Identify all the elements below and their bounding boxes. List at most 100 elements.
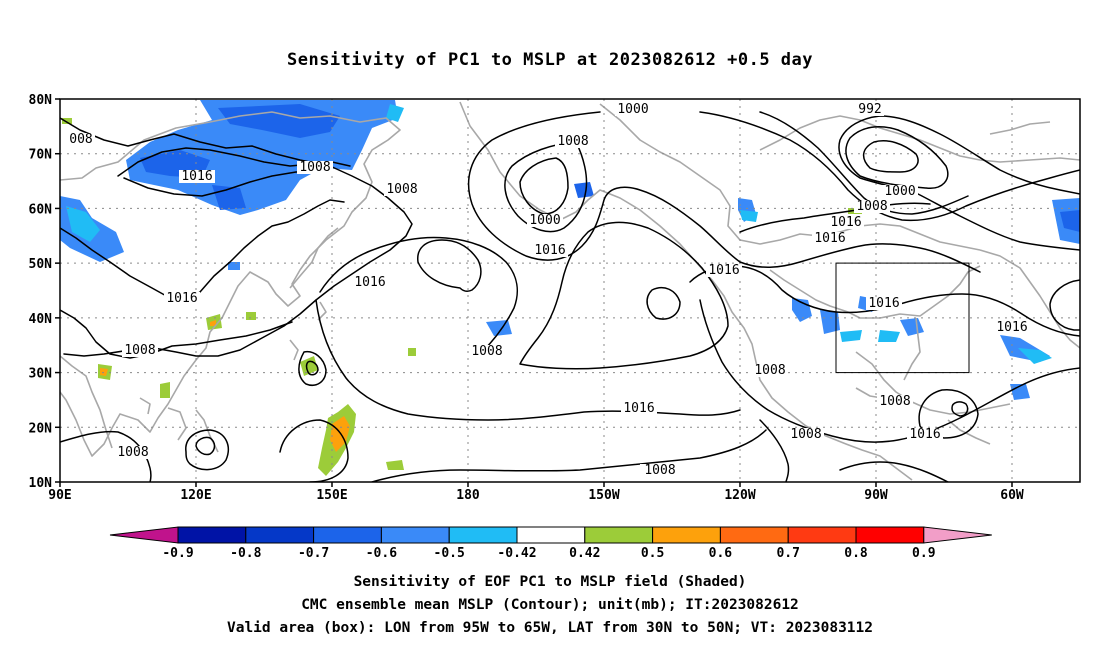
lat-label: 20N <box>29 421 53 436</box>
contour-label: 1000 <box>617 102 648 117</box>
contour-label-bg <box>164 292 200 305</box>
contour-label: 1016 <box>534 243 565 258</box>
colorbar-label: -0.42 <box>497 546 536 561</box>
colorbar-label: 0.42 <box>569 546 600 561</box>
lon-label: 180 <box>456 488 480 503</box>
contour-label: 1008 <box>754 363 785 378</box>
valid-area-box <box>835 262 970 374</box>
lat-label: 10N <box>29 476 53 491</box>
colorbar-label: -0.5 <box>434 546 465 561</box>
contour-label-bg <box>788 428 824 441</box>
contour-label-bg <box>907 428 943 441</box>
mslp-contours <box>60 111 1080 482</box>
lat-label: 60N <box>29 202 53 217</box>
contour-label-bg <box>555 135 591 148</box>
lat-label: 70N <box>29 148 53 163</box>
colorbar-bin <box>448 526 518 544</box>
colorbar-bin <box>313 526 382 544</box>
colorbar-above-triangle <box>923 526 992 544</box>
contour-label-bg <box>615 103 651 116</box>
contour-label: 1008 <box>386 182 417 197</box>
contour-label-bg <box>642 464 678 477</box>
colorbar-label: 0.6 <box>709 546 733 561</box>
colorbar-bin <box>177 526 247 544</box>
contour-label: 992 <box>858 102 881 117</box>
contour-label-bg <box>115 446 151 459</box>
contour-label: 1000 <box>884 184 915 199</box>
contour-label-bg <box>297 161 333 174</box>
contour-label-bg <box>882 185 918 198</box>
lat-axis: 80N 70N 60N 50N 40N 30N 20N 10N <box>29 93 60 491</box>
contour-label-bg <box>866 297 902 310</box>
contour-label-bg <box>621 402 657 415</box>
colorbar-label: 0.9 <box>912 546 935 561</box>
colorbar-bin <box>245 526 315 544</box>
lon-label: 150E <box>316 488 347 503</box>
contour-label-bg <box>854 200 890 213</box>
contour-label: 1016 <box>623 401 654 416</box>
contour-label-bg <box>706 264 742 277</box>
lat-label: 30N <box>29 367 53 382</box>
lat-label: 80N <box>29 93 53 108</box>
contour-label: 1016 <box>830 215 861 230</box>
colorbar-label: 0.8 <box>844 546 868 561</box>
lon-label: 90E <box>48 488 71 503</box>
contour-label-bg <box>67 133 95 146</box>
contour-label: 1016 <box>996 320 1027 335</box>
caption-line-3: Valid area (box): LON from 95W to 65W, L… <box>226 620 873 636</box>
contour-label: 1000 <box>529 213 560 228</box>
colorbar-bin <box>380 526 450 544</box>
contour-label: 1016 <box>354 275 385 290</box>
contour-label: 1008 <box>879 394 910 409</box>
contour-label-bg <box>752 364 788 377</box>
contour-label: 1008 <box>790 427 821 442</box>
contour-label-bg <box>877 395 913 408</box>
contour-label: 1008 <box>124 343 155 358</box>
colorbar-bin <box>787 526 857 544</box>
lon-axis: 90E 120E 150E 180 150W 120W 90W 60W <box>48 482 1024 503</box>
colorbar-bin <box>516 526 586 544</box>
contour-label: 1016 <box>166 291 197 306</box>
colorbar-below-triangle <box>109 526 179 544</box>
contour-label: 1016 <box>814 231 845 246</box>
light-negative-shading <box>66 104 1052 364</box>
caption-line-2: CMC ensemble mean MSLP (Contour); unit(m… <box>301 597 799 613</box>
colorbar-label: 0.7 <box>776 546 799 561</box>
contour-label-bg <box>994 321 1030 334</box>
contour-label: 1008 <box>299 160 330 175</box>
contour-label-bg <box>828 216 864 229</box>
contour-label: 1016 <box>708 263 739 278</box>
colorbar-bin <box>652 526 721 544</box>
lon-label: 150W <box>588 488 619 503</box>
lon-label: 60W <box>1000 488 1024 503</box>
contour-label-layer: 008 1016 1008 1008 1016 1008 1016 1008 1000 1008 1… <box>67 102 1030 478</box>
contour-label-bg <box>856 103 884 116</box>
caption-line-1: Sensitivity of EOF PC1 to MSLP field (Sh… <box>353 574 747 590</box>
contour-label: 1016 <box>181 169 212 184</box>
contour-label-bg <box>352 276 388 289</box>
graticule <box>60 99 1080 482</box>
contour-label-bg <box>384 183 420 196</box>
colorbar-label: -0.6 <box>366 546 397 561</box>
contour-label-bg <box>122 344 158 357</box>
colorbar-bin <box>719 526 789 544</box>
colorbar-label: -0.7 <box>298 546 329 561</box>
colorbar-bin <box>855 526 925 544</box>
map-frame <box>59 98 1081 483</box>
colorbar-bin <box>584 526 654 544</box>
contour-label: 1016 <box>868 296 899 311</box>
map-title: Sensitivity of PC1 to MSLP at 2023082612… <box>286 50 813 70</box>
colorbar: -0.9 -0.8 -0.7 -0.6 -0.5 -0.42 0.42 0.5 0.6 0.7 0.… <box>109 526 992 561</box>
contour-label-bg <box>527 214 563 227</box>
lon-label: 90W <box>864 488 888 503</box>
contour-label: 1008 <box>557 134 588 149</box>
colorbar-label: -0.9 <box>162 546 193 561</box>
contour-label: 1008 <box>117 445 148 460</box>
contour-label-bg <box>812 232 848 245</box>
contour-label: 008 <box>69 132 92 147</box>
colorbar-label: 0.5 <box>641 546 664 561</box>
lat-label: 50N <box>29 257 53 272</box>
lon-label: 120W <box>724 488 755 503</box>
contour-label-bg <box>469 345 505 358</box>
colorbar-label: -0.8 <box>230 546 261 561</box>
